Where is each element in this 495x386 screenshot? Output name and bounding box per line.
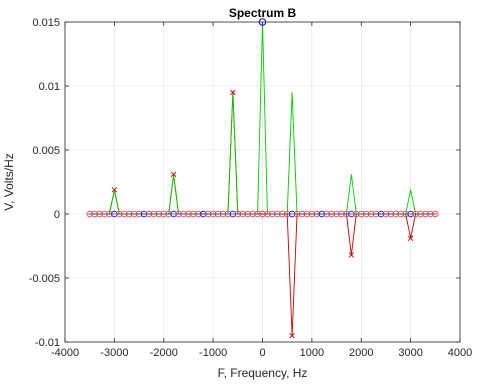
baseline-marker (116, 210, 123, 218)
baseline-marker (303, 210, 311, 218)
baseline-marker (259, 210, 266, 218)
peak-x-marker (170, 171, 177, 178)
baseline-marker (367, 210, 375, 218)
baseline-marker (214, 210, 222, 218)
baseline-marker (358, 210, 365, 218)
baseline-marker (323, 210, 330, 218)
y-tick-label: 0.015 (32, 17, 60, 29)
peak-x-marker (348, 252, 355, 258)
baseline-marker (417, 210, 424, 218)
x-tick-label: -4000 (51, 347, 79, 359)
baseline-marker (362, 210, 370, 218)
axis-ticks: -4000 -3000 -2000 -1000 0 1000 2000 3000 4000 -0.… (29, 17, 472, 359)
baseline-marker (269, 210, 276, 218)
baseline-marker (427, 210, 434, 218)
chart-title: Spectrum B (229, 6, 297, 20)
baseline-marker (145, 210, 153, 218)
baseline-marker (125, 210, 133, 218)
x-tick-label: 0 (259, 347, 265, 359)
baseline-marker (298, 210, 306, 218)
y-tick-label: -0.005 (29, 273, 60, 285)
baseline-marker (392, 210, 400, 218)
baseline-marker (155, 210, 163, 218)
x-axis-label: F, Frequency, Hz (218, 366, 308, 380)
baseline-marker (200, 210, 207, 218)
baseline-marker (150, 210, 158, 218)
baseline-marker (348, 210, 355, 218)
baseline-marker (91, 210, 98, 218)
data-series (86, 18, 439, 339)
baseline-marker (229, 210, 237, 218)
baseline-marker (407, 210, 414, 218)
baseline-marker (160, 210, 167, 218)
baseline-marker (204, 210, 212, 218)
baseline-marker (180, 210, 187, 218)
baseline-marker (274, 210, 281, 218)
baseline-marker (86, 210, 93, 218)
baseline-marker (111, 210, 118, 218)
baseline-marker (135, 210, 143, 218)
baseline-marker (402, 210, 409, 218)
baseline-marker (353, 210, 360, 218)
peak-x-marker (289, 332, 295, 339)
baseline-marker (185, 210, 192, 218)
baseline-marker (170, 210, 177, 218)
y-tick-label: 0.005 (32, 145, 60, 157)
baseline-marker (130, 210, 138, 218)
baseline-marker (308, 210, 316, 218)
baseline-marker (254, 210, 261, 218)
baseline-marker (195, 210, 202, 218)
baseline-marker (234, 210, 242, 218)
baseline-marker (219, 210, 227, 218)
baseline-marker (377, 210, 385, 218)
x-tick-label: 1000 (300, 347, 324, 359)
baseline-marker (96, 210, 103, 218)
baseline-marker (106, 210, 113, 218)
baseline-marker (338, 210, 345, 218)
x-tick-label: -2000 (150, 347, 178, 359)
baseline-marker (140, 210, 148, 218)
baseline-marker (288, 210, 296, 218)
y-axis-label: V, Volts/Hz (2, 153, 16, 211)
baseline-marker (121, 210, 128, 218)
baseline-marker (279, 210, 286, 218)
baseline-marker (209, 210, 217, 218)
baseline-marker (432, 210, 439, 218)
baseline-marker (283, 210, 291, 218)
peak-x-marker (111, 186, 118, 193)
baseline-marker (387, 210, 395, 218)
x-tick-label: 2000 (349, 347, 373, 359)
y-tick-label: 0.01 (39, 81, 60, 93)
baseline-marker (224, 210, 232, 218)
baseline-marker (249, 210, 256, 218)
baseline-marker (239, 210, 246, 218)
x-tick-label: -1000 (199, 347, 227, 359)
baseline-marker (244, 210, 251, 218)
baseline-marker (372, 210, 380, 218)
peak-x-marker (230, 89, 236, 96)
x-tick-label: -3000 (100, 347, 128, 359)
baseline-marker (293, 210, 301, 218)
baseline-marker (333, 210, 340, 218)
baseline-marker (422, 210, 429, 218)
y-tick-label: -0.01 (35, 337, 60, 349)
x-tick-label: 3000 (398, 347, 422, 359)
baseline-marker (397, 210, 404, 218)
baseline-marker (328, 210, 335, 218)
baseline-marker (313, 210, 321, 218)
baseline-marker (101, 210, 108, 218)
peak-x-marker (407, 235, 414, 242)
x-tick-label: 4000 (448, 347, 472, 359)
baseline-marker (412, 210, 419, 218)
baseline-marker (318, 210, 325, 218)
baseline-marker (175, 210, 182, 218)
y-tick-label: 0 (54, 209, 60, 221)
baseline-marker (165, 210, 172, 218)
baseline-marker (343, 210, 350, 218)
baseline-marker (382, 210, 390, 218)
baseline-marker (190, 210, 197, 218)
baseline-marker (264, 210, 271, 218)
